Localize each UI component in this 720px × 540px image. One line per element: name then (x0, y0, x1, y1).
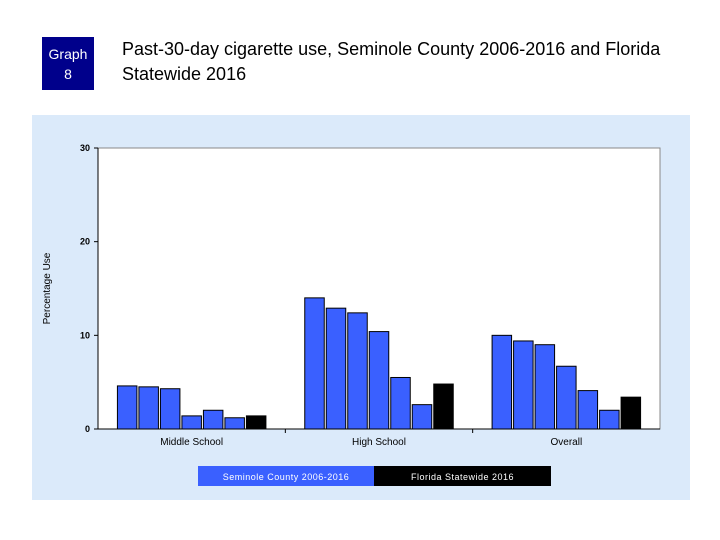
bar (245, 415, 267, 430)
x-tick-label: Middle School (160, 437, 223, 448)
chart-title: Past-30-day cigarette use, Seminole Coun… (122, 39, 661, 84)
badge-label: Graph (48, 45, 88, 62)
bar (433, 383, 454, 430)
bar (304, 297, 325, 430)
graph-number-badge: Graph 8 (42, 37, 94, 90)
bar (368, 331, 390, 430)
x-tick-label: Overall (550, 437, 582, 448)
plot-area: 0 10 20 30 Middle School High School Overall Se… (80, 143, 661, 486)
y-tick-label: 30 (80, 143, 90, 153)
bar (534, 344, 556, 430)
bar (116, 385, 138, 430)
y-tick-label: 20 (80, 237, 90, 247)
bar (556, 365, 577, 430)
bar (138, 386, 159, 430)
bar (513, 340, 534, 430)
bar (577, 390, 599, 430)
x-tick-label: High School (352, 437, 406, 448)
bar (202, 409, 224, 430)
bar (181, 415, 202, 430)
y-axis-label: Percentage Use (42, 252, 53, 324)
y-tick-label: 0 (85, 424, 90, 434)
y-tick-label: 10 (80, 330, 90, 340)
bar (325, 307, 347, 430)
badge-number: 8 (64, 65, 72, 82)
legend-swatch (198, 466, 374, 486)
bar (491, 334, 513, 430)
bar (347, 312, 368, 430)
bar (390, 376, 411, 430)
bar (599, 409, 620, 430)
legend-swatch (374, 466, 551, 486)
bar (620, 396, 642, 430)
bar (224, 417, 245, 430)
legend-label: Seminole County 2006-2016 (223, 472, 350, 482)
bar (159, 388, 181, 430)
legend-label: Florida Statewide 2016 (411, 472, 514, 482)
bar (411, 404, 433, 430)
